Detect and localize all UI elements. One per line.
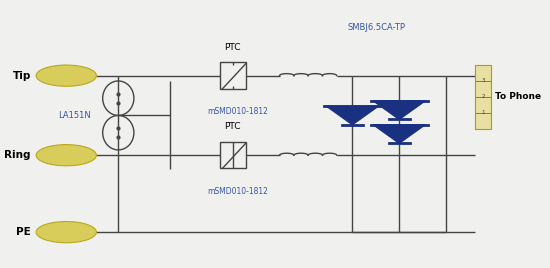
Text: PTC: PTC [224, 122, 241, 131]
Bar [220, 142, 246, 169]
Text: 1: 1 [481, 110, 485, 115]
Polygon shape [326, 106, 378, 125]
Text: Tip: Tip [13, 71, 31, 81]
Text: 2: 2 [481, 94, 485, 99]
Text: SMBJ6.5CA-TP: SMBJ6.5CA-TP [347, 23, 405, 32]
Text: PE: PE [16, 227, 31, 237]
Polygon shape [373, 125, 425, 143]
Text: 3: 3 [481, 79, 485, 83]
Ellipse shape [36, 222, 96, 243]
Polygon shape [373, 101, 425, 120]
Text: LA151N: LA151N [58, 111, 90, 120]
Text: To Phone: To Phone [496, 92, 542, 101]
Ellipse shape [36, 145, 96, 166]
Bar [475, 65, 491, 129]
Text: PTC: PTC [224, 43, 241, 52]
Text: mSMD010-1812: mSMD010-1812 [207, 187, 268, 196]
Text: mSMD010-1812: mSMD010-1812 [207, 107, 268, 117]
Text: Ring: Ring [4, 150, 31, 160]
Ellipse shape [36, 65, 96, 86]
Bar [220, 62, 246, 89]
